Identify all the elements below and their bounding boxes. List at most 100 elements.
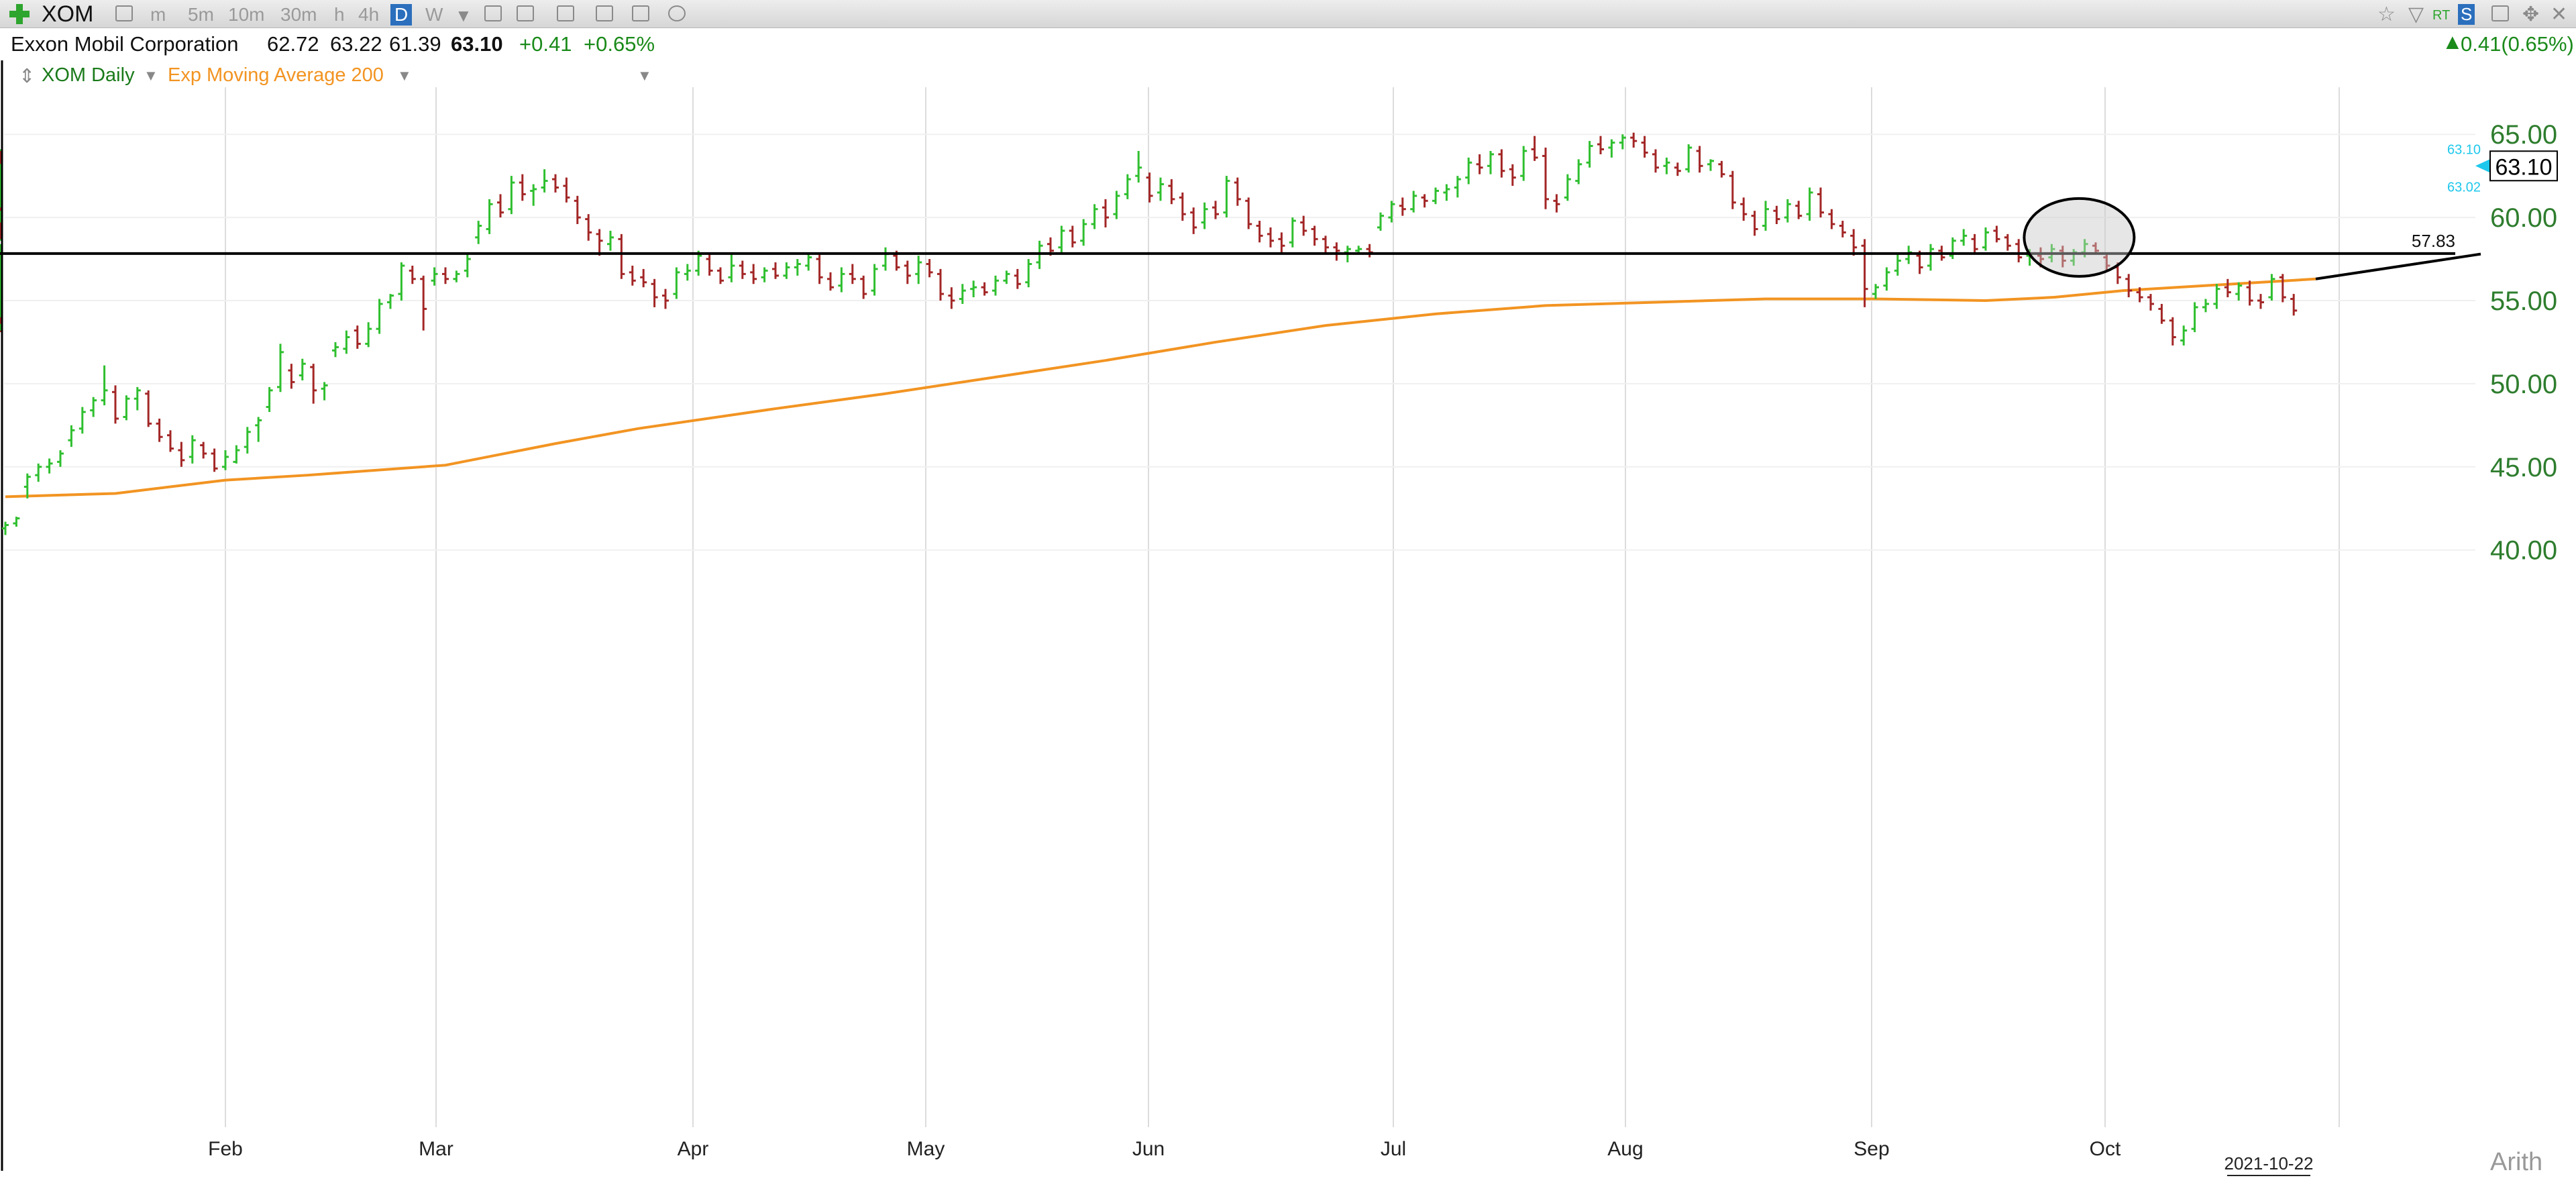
ohlc-bar xyxy=(178,441,185,467)
ohlc-bar xyxy=(1168,179,1175,205)
timeframe-h[interactable]: h xyxy=(334,4,345,25)
ohlc-bar xyxy=(717,267,724,284)
scale-label: Arith xyxy=(2490,1148,2542,1176)
ohlc-bar xyxy=(78,407,86,434)
rt-indicator[interactable]: RT xyxy=(2432,8,2451,23)
ohlc-bar xyxy=(1179,192,1186,221)
ohlc-bar xyxy=(574,195,581,225)
add-symbol-icon[interactable] xyxy=(8,3,31,25)
ohlc-bar xyxy=(167,430,174,452)
ohlc-bar xyxy=(475,221,482,244)
ohlc-bar xyxy=(1080,219,1087,246)
x-tick-label: Aug xyxy=(1607,1138,1643,1160)
timeframe-10m[interactable]: 10m xyxy=(228,4,265,25)
ask-label: 63.02 xyxy=(2447,180,2481,195)
ohlc-bar xyxy=(321,382,328,401)
move-handle-icon[interactable]: ⇕ xyxy=(19,66,36,87)
low-price: 61.39 xyxy=(389,32,441,56)
timeframe-4h[interactable]: 4h xyxy=(358,4,380,25)
bars-icon[interactable] xyxy=(517,5,534,21)
ohlc-bar xyxy=(354,325,361,349)
move-icon[interactable]: ✥ xyxy=(2522,3,2540,25)
ohlc-bar xyxy=(1652,149,1659,173)
ohlc-bar xyxy=(46,458,53,474)
ohlc-bar xyxy=(970,280,977,298)
ohlc-bar xyxy=(596,229,603,256)
x-tick-label: Sep xyxy=(1854,1138,1889,1160)
ohlc-bar xyxy=(255,417,262,442)
ohlc-bar xyxy=(277,344,284,393)
ohlc-bar xyxy=(387,294,394,309)
timeframe-5m[interactable]: 5m xyxy=(188,4,214,25)
save-icon[interactable] xyxy=(2491,5,2509,21)
ohlc-bar xyxy=(222,450,229,470)
ohlc-bar xyxy=(1256,221,1263,243)
ohlc-bar xyxy=(288,364,295,389)
timeframe-m[interactable]: m xyxy=(150,4,166,25)
s-button[interactable]: S xyxy=(2458,4,2475,25)
timeframe-d[interactable]: D xyxy=(390,4,413,25)
ohlc-bar xyxy=(662,289,669,309)
ohlc-bar xyxy=(1157,177,1164,201)
ohlc-bar xyxy=(1399,197,1406,216)
ohlc-bar xyxy=(2213,284,2220,309)
text-tool-icon[interactable] xyxy=(484,5,502,21)
ohlc-bar xyxy=(420,275,427,331)
ohlc-bar xyxy=(266,386,273,413)
close-icon[interactable]: ✕ xyxy=(2551,3,2568,25)
ohlc-bar xyxy=(1696,146,1703,173)
ohlc-bar xyxy=(2158,303,2165,324)
ohlc-bar xyxy=(706,254,713,276)
open-price: 62.72 xyxy=(267,32,319,56)
ohlc-bar xyxy=(2092,242,2099,254)
ohlc-bar xyxy=(1542,148,1549,209)
symbol-input[interactable]: XOM xyxy=(42,1,94,27)
ohlc-bar xyxy=(1795,201,1803,219)
ohlc-bar xyxy=(805,252,812,271)
ohlc-bar xyxy=(1201,202,1208,229)
ohlc-bar xyxy=(761,267,768,282)
dropdown-icon[interactable]: ▼ xyxy=(455,5,472,25)
ohlc-bar xyxy=(398,262,405,301)
ohlc-bar xyxy=(585,214,592,241)
ohlc-bar xyxy=(1102,199,1109,227)
ohlc-bar xyxy=(343,330,350,354)
ohlc-bar xyxy=(1465,157,1472,185)
ohlc-bar xyxy=(1190,207,1197,234)
ohlc-bar xyxy=(1476,154,1483,174)
ohlc-bar xyxy=(2,521,9,535)
price-legend[interactable]: XOM Daily xyxy=(42,64,135,86)
ohlc-bar xyxy=(651,278,658,307)
alert-icon[interactable]: ▽ xyxy=(2408,3,2424,25)
y-tick-label: 45.00 xyxy=(2490,453,2557,482)
price-legend-dropdown-icon[interactable]: ▼ xyxy=(144,67,158,84)
ohlc-bar xyxy=(2290,294,2298,316)
study-legend-dropdown-icon[interactable]: ▼ xyxy=(397,67,412,84)
ohlc-bar xyxy=(376,299,383,334)
draw-tool-icon[interactable] xyxy=(596,5,613,21)
legend-menu-icon[interactable]: ▼ xyxy=(637,67,652,84)
page-icon[interactable] xyxy=(115,5,133,21)
ohlc-bar xyxy=(750,264,757,284)
x-tick-label: Oct xyxy=(2090,1138,2121,1160)
timeframe-w[interactable]: W xyxy=(425,4,443,25)
ohlc-bar xyxy=(2136,287,2143,303)
ohlc-bar xyxy=(23,473,31,499)
star-icon[interactable]: ☆ xyxy=(2377,3,2396,25)
ohlc-bar xyxy=(2224,278,2231,298)
layout-icon[interactable] xyxy=(632,5,649,21)
ohlc-bar xyxy=(1333,242,1340,261)
ohlc-bar xyxy=(1894,254,1901,276)
link-icon[interactable] xyxy=(668,5,686,21)
ohlc-bar xyxy=(1663,157,1670,174)
timeframe-30m[interactable]: 30m xyxy=(280,4,317,25)
quote-bar: Exxon Mobil Corporation 62.72 63.22 61.3… xyxy=(0,28,2576,59)
ohlc-bar xyxy=(519,174,526,201)
ohlc-bar xyxy=(2004,233,2011,251)
grid-icon[interactable] xyxy=(557,5,574,21)
ohlc-bar xyxy=(1927,244,1934,271)
study-legend[interactable]: Exp Moving Average 200 xyxy=(168,64,384,86)
ohlc-bar xyxy=(1850,229,1858,256)
ohlc-bar xyxy=(1520,146,1527,181)
